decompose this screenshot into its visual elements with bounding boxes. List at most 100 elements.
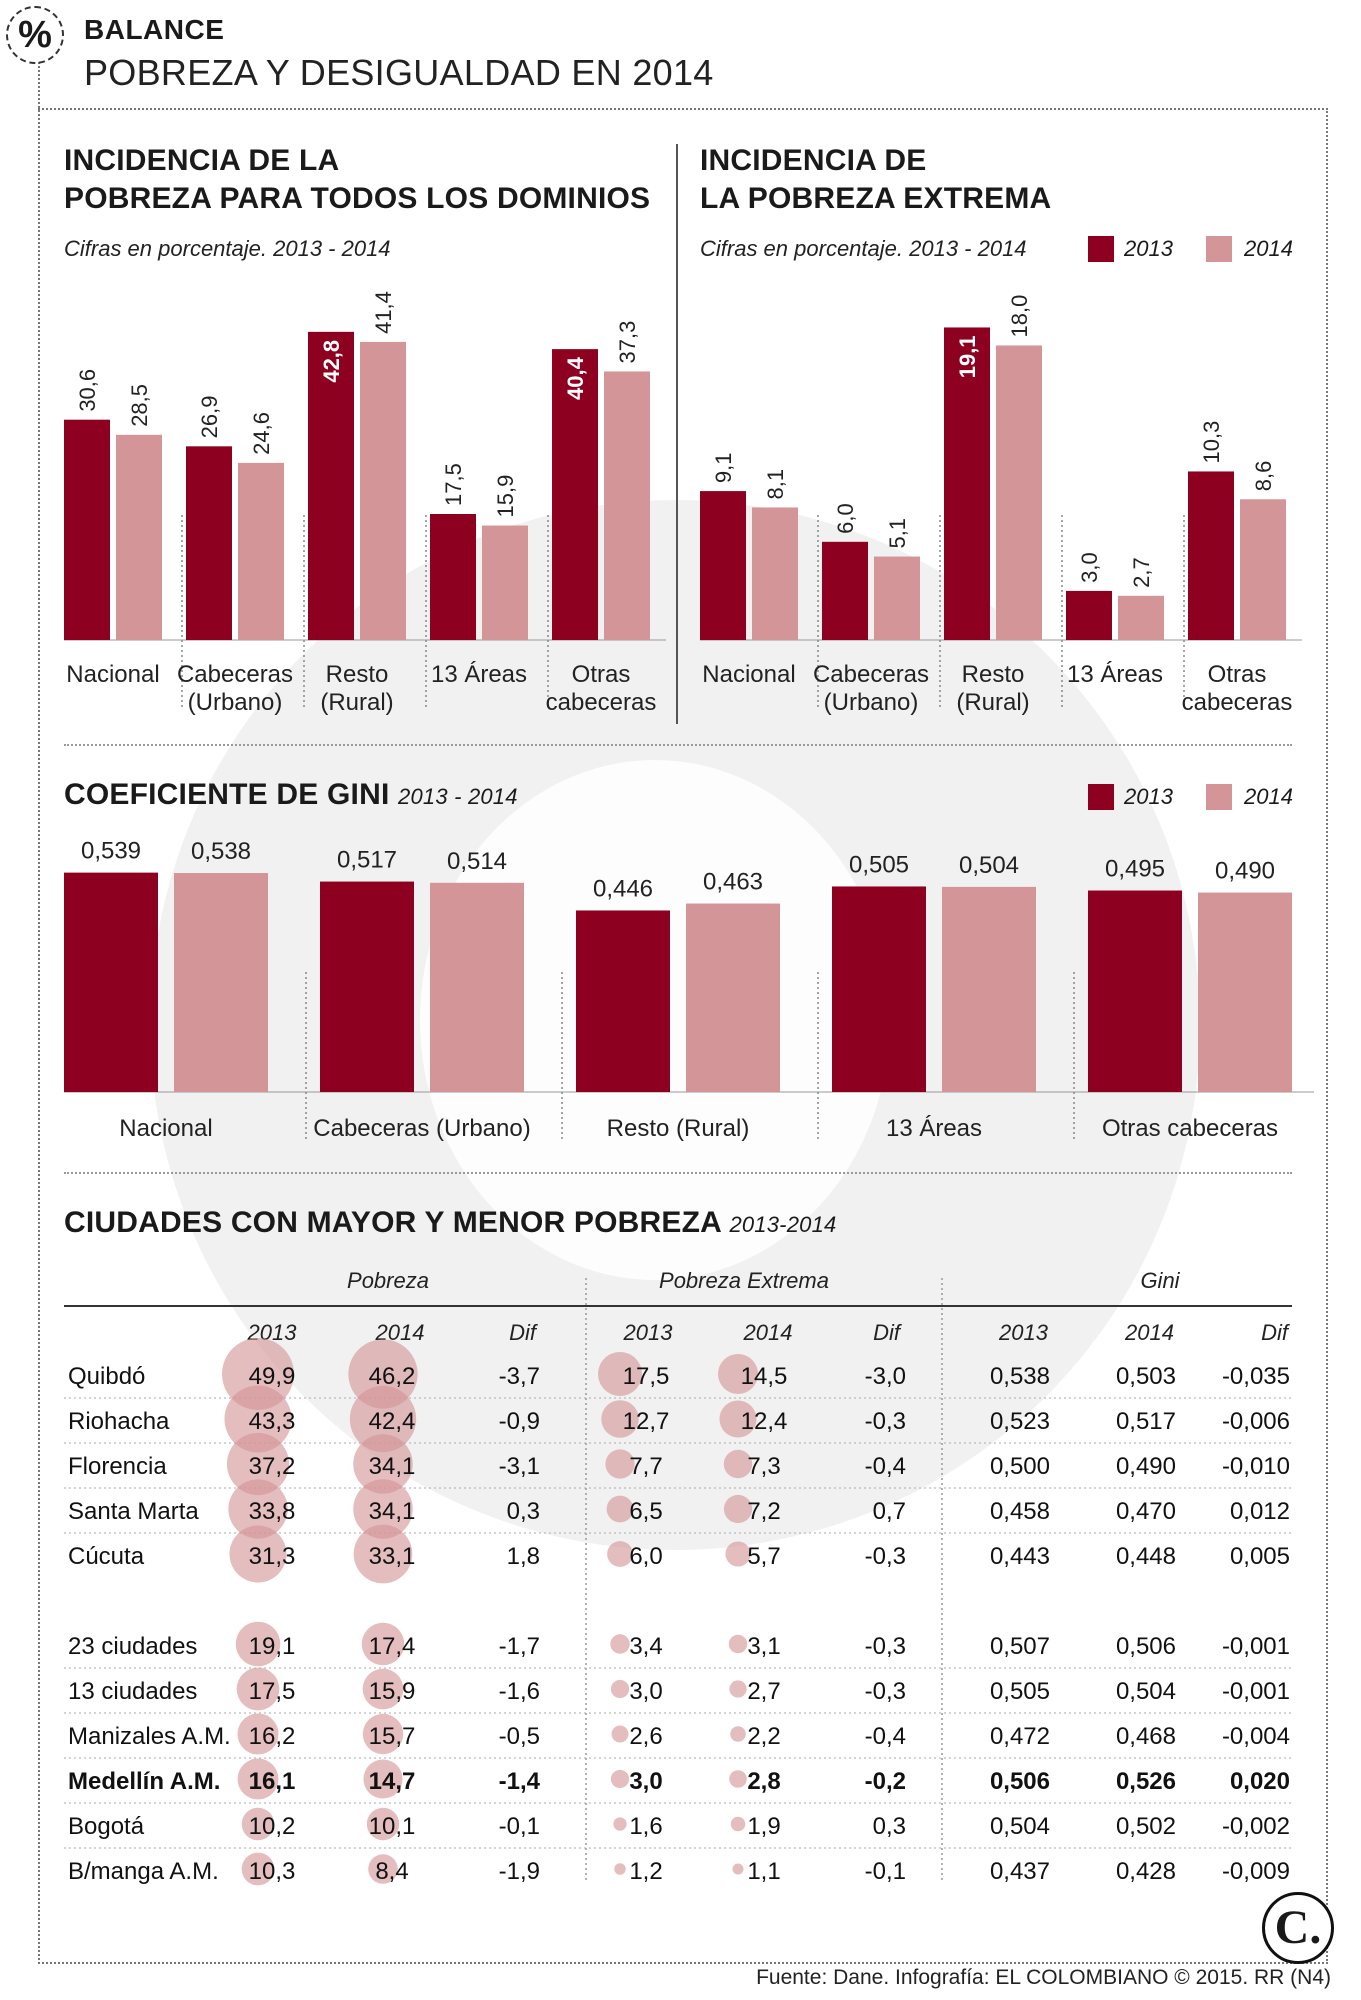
poverty-bar-2013 [64,419,110,640]
extreme-data-label: 9,1 [711,452,736,483]
table-cell: 10,3 [249,1858,296,1885]
pobreza-bubble [353,1479,413,1539]
table-cell: 33,1 [369,1543,416,1570]
group-header-gini: Gini [1140,1268,1180,1293]
table-cell: -0,3 [865,1408,906,1435]
city-name: B/manga A.M. [68,1858,219,1885]
city-name: 13 ciudades [68,1678,197,1705]
extrema-bubble [610,1679,630,1699]
gini-bar-2014 [1198,892,1292,1092]
pobreza-bubble [361,1622,405,1666]
poverty-category-label: (Urbano) [188,689,283,716]
table-cell: 0,437 [990,1858,1050,1885]
pobreza-bubble [363,1759,403,1799]
poverty-data-label: 40,4 [563,356,588,400]
source-credit: Fuente: Dane. Infografía: EL COLOMBIANO … [756,1966,1331,1989]
table-cell: 0,505 [990,1678,1050,1705]
percent-symbol: % [18,14,52,56]
poverty-data-label: 28,5 [127,384,152,427]
table-cell: 0,526 [1116,1768,1176,1795]
table-cell: 1,8 [507,1543,540,1570]
extreme-bar-2014 [996,345,1042,640]
poverty-data-label: 15,9 [493,475,518,518]
section-divider-2 [64,1172,1292,1174]
extreme-bar-2013 [944,327,990,640]
cities-table-title: CIUDADES CON MAYOR Y MENOR POBREZA 2013-… [64,1204,836,1244]
percent-icon: % [6,6,64,64]
table-cell: -0,5 [499,1723,540,1750]
pobreza-bubble [237,1758,279,1800]
extrema-bubble [613,1817,627,1831]
table-cell: 0,538 [990,1363,1050,1390]
gini-legend-swatch-2014 [1206,784,1232,810]
poverty-title-line1: INCIDENCIA DE LA [64,144,340,177]
extreme-category-label: Otras [1208,661,1267,688]
column-header: 2013 [623,1320,674,1345]
extreme-bar-2014 [1240,499,1286,640]
table-cell: -1,6 [499,1678,540,1705]
column-header: 2013 [998,1320,1049,1345]
gini-bar-2014 [942,886,1036,1092]
el-colombiano-logo: C. [1262,1892,1334,1964]
table-cell: 16,2 [249,1723,296,1750]
table-cell: -0,4 [865,1723,906,1750]
poverty-data-label: 41,4 [371,291,396,334]
extreme-note: Cifras en porcentaje. 2013 - 2014 [700,236,1027,261]
table-cell: 1,2 [629,1858,662,1885]
gini-data-label: 0,504 [959,852,1019,879]
table-cell: 0,472 [990,1723,1050,1750]
table-cell: -3,1 [499,1453,540,1480]
table-cell: 6,5 [629,1498,662,1525]
gini-legend-label-2013: 2013 [1124,784,1173,809]
poverty-data-label: 26,9 [197,395,222,438]
extreme-data-label: 2,7 [1129,557,1154,588]
poverty-bar-2013 [430,514,476,640]
gini-bar-2013 [832,886,926,1092]
table-cell: 0,443 [990,1543,1050,1570]
table-cell: 0,3 [507,1498,540,1525]
table-cell: -0,3 [865,1678,906,1705]
extrema-bubble [719,1400,757,1438]
pobreza-bubble [353,1434,413,1494]
extreme-bar-2013 [700,491,746,640]
gini-category-label: 13 Áreas [886,1115,982,1142]
gini-chart-title: COEFICIENTE DE GINI 2013 - 2014 [64,776,518,816]
extreme-bar-2014 [1118,595,1164,640]
extrema-bubble [598,1352,642,1396]
gini-subtitle: 2013 - 2014 [398,784,518,809]
table-cell: 0,468 [1116,1723,1176,1750]
extrema-bubble [601,1400,639,1438]
extreme-category-label: Resto [962,661,1025,688]
pobreza-bubble [241,1807,275,1841]
extreme-data-label: 19,1 [955,335,980,378]
pobreza-bubble [362,1713,404,1755]
poverty-bar-2014 [360,341,406,640]
city-name: Bogotá [68,1813,145,1840]
poverty-note: Cifras en porcentaje. 2013 - 2014 [64,236,391,261]
gini-data-label: 0,505 [849,851,909,878]
legend-label-2014: 2014 [1244,236,1293,261]
gini-title: COEFICIENTE DE GINI [64,778,390,811]
legend-swatch-2013 [1088,236,1114,262]
extrema-bubble [729,1770,747,1788]
city-name: Florencia [68,1453,167,1480]
extrema-bubble [725,1541,751,1567]
table-cell: 14,7 [369,1768,416,1795]
table-cell: -0,4 [865,1453,906,1480]
legend-label-2013: 2013 [1124,236,1173,261]
pobreza-bubble [362,1668,404,1710]
poverty-chart-title: INCIDENCIA DE LA POBREZA PARA TODOS LOS … [64,142,650,218]
poverty-bar-2013 [308,331,354,640]
extreme-bar-2013 [822,541,868,640]
table-cell: 0,504 [990,1813,1050,1840]
infographic-frame-left [38,62,40,1960]
gini-legend-swatch-2013 [1088,784,1114,810]
poverty-category-label: cabeceras [546,689,657,716]
group-header-pobreza: Pobreza [347,1268,429,1293]
extrema-bubble [730,1816,746,1832]
extreme-title-line2: LA POBREZA EXTREMA [700,182,1052,215]
poverty-bar-2013 [186,446,232,640]
poverty-bar-2014 [604,371,650,640]
table-cell: -0,3 [865,1543,906,1570]
table-cell: 1,9 [747,1813,780,1840]
